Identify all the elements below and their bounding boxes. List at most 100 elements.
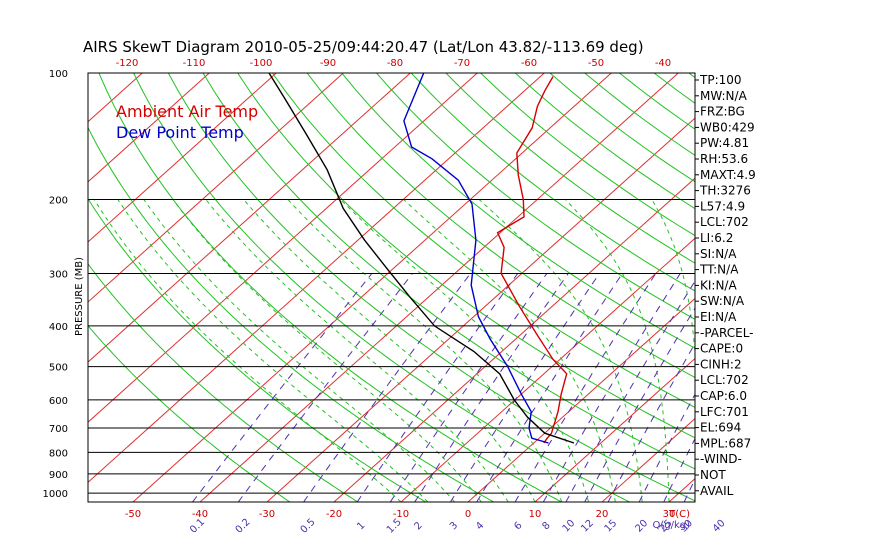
bottom-temp-unit: T(C) (668, 509, 690, 520)
index-label: TP:100 (699, 73, 742, 87)
top-temp-tick-label: -70 (454, 58, 470, 69)
top-temp-tick-label: -50 (588, 58, 604, 69)
mixing-ratio-tick-label: 1 (355, 520, 367, 532)
dry-adiabat-line (341, 73, 695, 349)
index-label: EL:694 (700, 421, 741, 435)
bottom-temp-tick-label: -50 (125, 509, 141, 520)
legend-entry: Dew Point Temp (116, 123, 244, 142)
plot-clipped (0, 73, 870, 502)
isotherm-line (467, 297, 695, 502)
top-temp-tick-label: -100 (250, 58, 273, 69)
pressure-tick-label: 600 (49, 396, 68, 407)
index-label: MW:N/A (700, 89, 748, 103)
dry-adiabat-line (653, 73, 695, 104)
top-temp-tick-label: -80 (387, 58, 403, 69)
mixing-ratio-tick-label: 6 (512, 520, 524, 532)
moist-adiabat-line (117, 199, 429, 502)
isotherm-line (736, 73, 870, 502)
plot-frame (87, 72, 696, 503)
dry-adiabat-line (376, 73, 695, 320)
index-label: LCL:702 (700, 215, 749, 229)
dry-adiabat-line (306, 73, 695, 379)
moist-adiabat-line (243, 199, 536, 502)
dry-adiabat-line (88, 126, 494, 502)
mixing-ratio-tick-label: 8 (540, 520, 552, 532)
dry-adiabat-line (445, 73, 695, 264)
legend: Ambient Air Temp Dew Point Temp (116, 102, 258, 142)
mixing-ratio-line (584, 307, 695, 502)
dry-adiabat-line (410, 73, 695, 292)
dry-adiabat-line (237, 73, 695, 439)
pressure-tick-label: 300 (49, 269, 68, 280)
moist-adiabat-line (143, 199, 455, 502)
pressure-tick-label: 800 (49, 448, 68, 459)
isotherm-line (132, 73, 612, 502)
moist-adiabat-line (403, 199, 616, 502)
index-label: -PARCEL- (700, 326, 754, 340)
isotherm-line (199, 73, 679, 502)
dry-adiabat-line (514, 73, 695, 210)
index-label: L57:4.9 (700, 199, 745, 213)
index-label: KI:N/A (700, 278, 737, 292)
index-label: AVAIL (700, 484, 734, 498)
dry-adiabat-line (133, 73, 630, 502)
isotherm-line (333, 177, 695, 502)
index-label: EI:N/A (700, 310, 737, 324)
pressure-tick-label: 400 (49, 322, 68, 333)
index-label: WB0:429 (700, 120, 755, 134)
index-label: CAP:6.0 (700, 389, 747, 403)
bottom-temp-tick-label: -40 (192, 509, 208, 520)
bottom-temp-tick-label: 30 (663, 509, 676, 520)
pressure-tick-label: 1000 (43, 489, 68, 500)
plot-area (0, 72, 870, 503)
dry-adiabat-line (271, 73, 695, 408)
mixing-ratio-tick-label: 15 (603, 518, 620, 535)
dry-adiabat-line (88, 325, 291, 502)
dry-adiabat-line (202, 73, 695, 470)
mixing-ratio-line (565, 280, 695, 502)
index-label: FRZ:BG (700, 105, 745, 119)
isotherm-line (0, 73, 75, 502)
mixing-ratio-line (449, 273, 600, 502)
mixing-ratio-tick-label: 3 (448, 520, 460, 532)
pressure-tick-label: 700 (49, 424, 68, 435)
index-label: LI:6.2 (700, 231, 733, 245)
top-temp-tick-label: -120 (116, 58, 139, 69)
mixing-ratio-tick-label: 0.5 (299, 517, 318, 536)
isotherm-line (803, 73, 870, 502)
mixing-ratio-tick-label: 40 (711, 518, 728, 535)
index-label: SW:N/A (700, 294, 745, 308)
pressure-tick-label: 200 (49, 195, 68, 206)
mixing-ratio-line (237, 273, 413, 502)
moist-adiabat-line (565, 199, 670, 502)
dry-adiabat-line (167, 73, 695, 502)
top-temp-tick-label: -90 (320, 58, 336, 69)
dry-adiabat-line (98, 73, 562, 502)
mixing-ratio-tick-label: 12 (579, 518, 596, 535)
index-label: TT:N/A (699, 263, 739, 277)
index-label: MPL:687 (700, 436, 751, 450)
index-label: LCL:702 (700, 373, 749, 387)
isotherm-line (534, 357, 695, 502)
mixing-ratio-line (514, 273, 657, 502)
bottom-temp-tick-label: -20 (326, 509, 342, 520)
mixing-ratio-line (476, 273, 623, 502)
index-label: RH:53.6 (700, 152, 748, 166)
moist-adiabat-line (93, 199, 402, 502)
pressure-tick-label: 500 (49, 363, 68, 374)
bottom-temp-tick-label: -10 (393, 509, 409, 520)
mixing-ratio-line (192, 273, 373, 502)
top-temp-tick-label: -60 (521, 58, 537, 69)
isotherm-line (0, 73, 8, 502)
index-label: -WIND- (700, 452, 742, 466)
top-temp-tick-label: -40 (655, 58, 671, 69)
bottom-temp-tick-label: 20 (596, 509, 609, 520)
y-axis-label: PRESSURE (MB) (74, 257, 85, 336)
mixing-ratio-tick-label: 10 (561, 518, 578, 535)
mixing-ratio-line (542, 273, 681, 502)
pressure-tick-label: 100 (49, 69, 68, 80)
bottom-temp-tick-label: 10 (529, 509, 542, 520)
air-temp-line (496, 76, 568, 444)
